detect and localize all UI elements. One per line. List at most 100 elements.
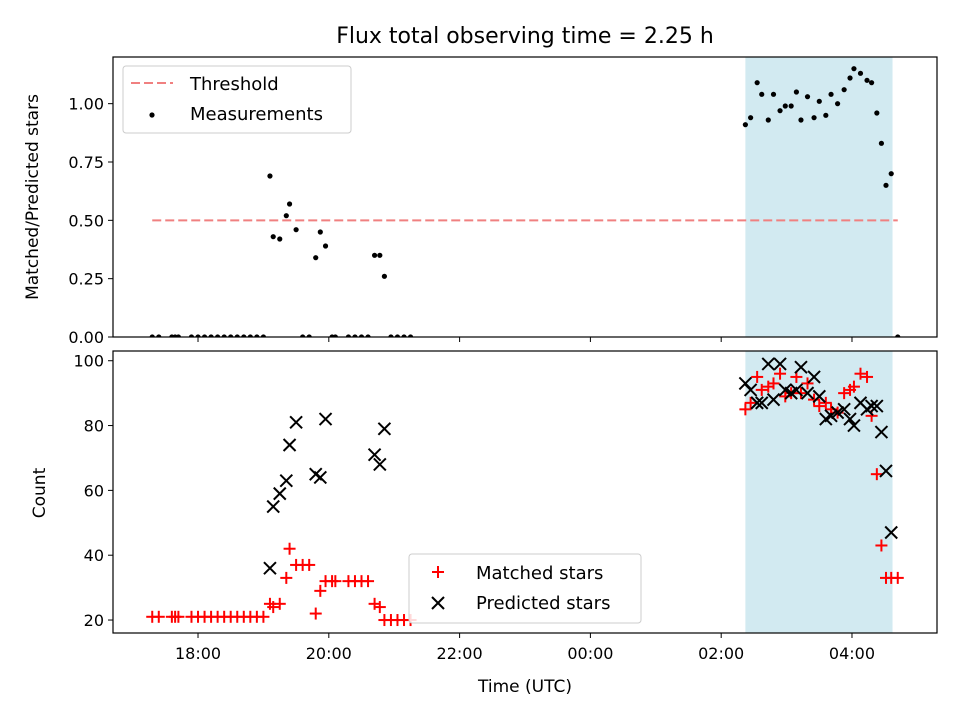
- bottom-y-tick-label: 100: [73, 352, 104, 371]
- measurement-point: [188, 334, 195, 337]
- predicted-star-marker: [800, 386, 815, 400]
- measurement-point: [788, 103, 794, 109]
- bottom-legend-box: [408, 553, 642, 624]
- predicted-star-marker: [743, 383, 758, 397]
- measurement-point: [816, 98, 822, 104]
- matched-star-marker: [280, 571, 293, 584]
- predicted-star-marker: [273, 486, 287, 501]
- measurement-point: [283, 213, 289, 219]
- bottom-highlight-span-group: [745, 351, 893, 633]
- matched-star-marker: [739, 403, 752, 416]
- measurement-point: [377, 252, 383, 258]
- bottom-legend: Matched stars Predicted stars: [408, 553, 642, 624]
- measurement-point: [286, 201, 293, 207]
- measurement-point: [156, 334, 162, 337]
- matched-star-marker: [861, 370, 874, 383]
- predicted-star-marker: [837, 402, 851, 417]
- bottom-y-tick-label: 60: [84, 481, 104, 500]
- predicted-star-marker: [318, 412, 333, 426]
- measurement-point: [804, 94, 811, 100]
- predicted-star-marker: [879, 464, 893, 478]
- measurement-point: [358, 334, 365, 337]
- top-y-axis-label: Matched/Predicted stars: [23, 94, 43, 300]
- predicted-star-marker: [263, 561, 277, 575]
- top-panel: 0.00 0.25 0.50 0.75 1.00 Matched/Predicted s…: [23, 56, 938, 347]
- measurement-point: [241, 334, 247, 337]
- chart-title: Flux total observing time = 2.25 h: [336, 24, 714, 49]
- matched-star-marker: [273, 597, 286, 610]
- predicted-star-marker: [377, 422, 392, 436]
- predicted-star-marker: [870, 399, 884, 413]
- measurement-point: [777, 108, 783, 114]
- matched-star-marker: [373, 601, 386, 614]
- matched-star-marker: [813, 400, 826, 413]
- bottom-x-tick-label: 18:00: [175, 644, 221, 663]
- measurement-point: [215, 334, 221, 337]
- measurement-point: [381, 273, 387, 279]
- predicted-star-marker: [794, 360, 808, 374]
- matched-star-marker: [801, 377, 814, 390]
- measurement-point: [208, 334, 214, 337]
- measurement-point: [306, 334, 312, 337]
- legend-predicted-label: Predicted stars: [476, 593, 610, 614]
- measurement-point: [322, 243, 329, 249]
- bottom-y-tick-label: 80: [84, 417, 104, 436]
- matched-star-marker: [891, 571, 904, 584]
- top-y-tick-label: 1.00: [68, 95, 104, 114]
- matched-star-marker: [267, 601, 280, 614]
- measurement-point: [394, 334, 401, 337]
- measurement-point: [300, 334, 306, 337]
- measurement-point: [345, 334, 352, 337]
- measurement-point: [874, 110, 880, 116]
- predicted-star-marker: [755, 396, 769, 410]
- bottom-x-tick-label: 22:00: [437, 644, 483, 663]
- measurement-point: [754, 80, 760, 86]
- measurement-point: [352, 334, 358, 337]
- measurement-point: [247, 334, 253, 337]
- matched-star-marker: [172, 610, 185, 623]
- predicted-star-marker: [807, 370, 821, 384]
- predicted-star-marker: [847, 418, 861, 433]
- measurement-point: [759, 91, 765, 97]
- measurement-point: [895, 334, 901, 337]
- legend-threshold-label: Threshold: [189, 74, 279, 95]
- predicted-star-marker: [266, 499, 280, 514]
- top-legend: Threshold Measurements: [122, 65, 352, 134]
- matched-star-marker: [152, 610, 165, 623]
- legend-matched-swatch: [432, 566, 444, 578]
- measurement-point: [332, 334, 338, 337]
- measurement-point: [221, 334, 227, 337]
- measurement-point: [888, 171, 894, 177]
- matched-star-marker: [808, 393, 821, 406]
- matched-star-marker: [309, 607, 322, 620]
- bottom-x-tick-label: 20:00: [306, 644, 352, 663]
- predicted-star-marker: [874, 425, 889, 439]
- bottom-marks-group: [146, 357, 904, 627]
- measurement-point: [201, 334, 208, 337]
- matched-star-marker: [819, 396, 832, 409]
- measurement-point: [793, 89, 799, 95]
- bottom-y-axis-label: Count: [30, 467, 50, 518]
- measurement-point: [782, 103, 788, 109]
- bottom-ticks-group: 20 40 60 80 100 18:00 20:00 22:00 00:00 02:00 04:0…: [73, 352, 875, 663]
- top-legend-box: [122, 65, 352, 134]
- bottom-x-tick-label: 02:00: [698, 644, 744, 663]
- legend-predicted-swatch: [431, 596, 445, 610]
- matched-star-marker: [362, 575, 375, 588]
- measurement-point: [851, 66, 857, 72]
- measurement-point: [267, 173, 273, 179]
- predicted-star-marker: [812, 389, 826, 404]
- measurement-point: [828, 91, 834, 97]
- measurement-point: [149, 334, 155, 337]
- top-y-tick-label: 0.00: [68, 328, 104, 347]
- matched-star-marker: [303, 558, 316, 571]
- top-y-tick-label: 0.50: [68, 211, 104, 230]
- matched-star-marker: [774, 367, 787, 380]
- predicted-star-marker: [750, 396, 764, 410]
- matched-star-marker: [751, 370, 764, 383]
- predicted-star-marker: [373, 457, 387, 472]
- predicted-star-marker: [864, 399, 879, 413]
- matched-star-marker: [875, 539, 888, 552]
- measurement-point: [175, 334, 181, 337]
